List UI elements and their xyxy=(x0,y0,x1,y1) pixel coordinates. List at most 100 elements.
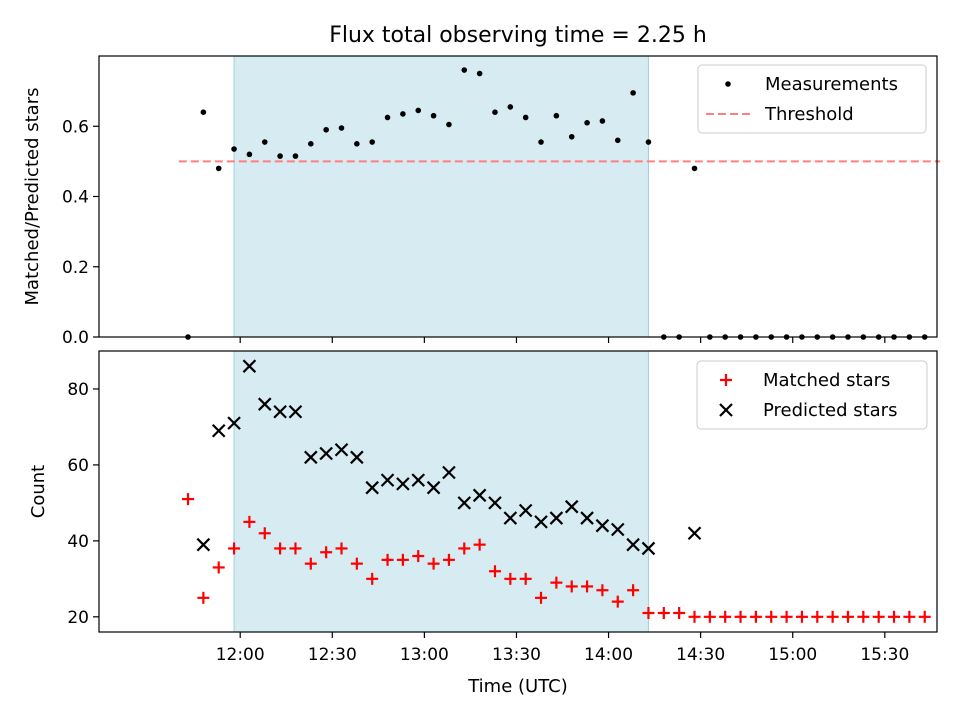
matched-star-point xyxy=(611,595,624,608)
x-tick-label: 15:00 xyxy=(768,645,817,665)
matched-star-point xyxy=(535,591,548,604)
matched-star-point xyxy=(872,610,885,623)
matched-star-point xyxy=(581,580,594,593)
matched-star-point xyxy=(903,610,916,623)
matched-star-point xyxy=(442,553,455,566)
matched-star-point xyxy=(688,610,701,623)
measurement-point xyxy=(538,139,544,145)
matched-star-point xyxy=(366,572,379,585)
predicted-star-point xyxy=(426,480,441,495)
predicted-star-point xyxy=(549,511,564,525)
measurement-point xyxy=(568,133,575,140)
predicted-star-point xyxy=(518,503,533,518)
predicted-star-point xyxy=(334,442,349,457)
measurement-point xyxy=(354,141,360,147)
matched-star-point xyxy=(657,607,670,620)
matched-star-point xyxy=(381,553,394,566)
top-y-tick-label: 0.2 xyxy=(62,258,89,278)
bottom-y-tick-label: 60 xyxy=(67,456,89,476)
bottom-axes-frame xyxy=(98,350,938,633)
matched-star-point xyxy=(918,610,931,623)
matched-star-point xyxy=(780,610,793,623)
matched-star-point xyxy=(565,580,578,593)
top-shaded-interval xyxy=(233,55,649,338)
predicted-star-point xyxy=(211,423,226,438)
measurement-point xyxy=(461,67,468,73)
predicted-star-point xyxy=(288,404,303,419)
matched-star-point xyxy=(304,557,317,570)
top-y-ticks: 0.0 0.2 0.4 0.6 xyxy=(62,117,99,348)
legend-predicted-label: Predicted stars xyxy=(763,400,897,421)
matched-star-point xyxy=(274,542,287,555)
x-tick-label: 12:00 xyxy=(216,645,265,665)
bottom-y-ticks: 20 40 60 80 xyxy=(67,380,99,628)
matched-star-point xyxy=(212,561,225,574)
matched-star-point xyxy=(412,550,425,563)
measurement-point xyxy=(215,165,222,172)
bottom-shaded-interval xyxy=(233,350,649,633)
matched-star-point xyxy=(550,576,563,589)
predicted-star-point xyxy=(488,496,502,510)
measurement-point xyxy=(292,153,299,159)
matched-star-point xyxy=(596,584,609,597)
top-panel: 0.0 0.2 0.4 0.6 Matched/Predicted stars Mea… xyxy=(22,55,941,348)
matched-star-point xyxy=(795,610,808,623)
predicted-star-point xyxy=(273,404,287,419)
bottom-x-ticks: 12:00 12:30 13:00 13:30 14:00 14:30 15:00 15:30 xyxy=(216,632,909,665)
matched-star-point xyxy=(627,584,640,597)
matched-star-point xyxy=(258,527,271,540)
matched-star-point xyxy=(519,572,532,585)
matched-star-point xyxy=(826,610,839,623)
matched-star-point xyxy=(320,546,333,559)
predicted-star-point xyxy=(503,511,518,525)
matched-star-point xyxy=(427,557,440,570)
measurement-point xyxy=(338,125,345,131)
matched-star-point xyxy=(488,565,501,578)
matched-star-point xyxy=(888,610,901,623)
matched-star-point xyxy=(228,542,241,555)
legend-threshold-label: Threshold xyxy=(764,104,854,125)
predicted-star-point xyxy=(595,518,610,533)
predicted-star-point xyxy=(580,511,594,525)
measurement-point xyxy=(308,141,314,147)
predicted-star-point xyxy=(242,359,257,373)
legend-predicted-marker xyxy=(719,403,733,417)
x-tick-label: 14:30 xyxy=(676,645,725,665)
predicted-star-point xyxy=(687,526,702,541)
x-axis-label: Time (UTC) xyxy=(467,676,568,697)
measurement-point xyxy=(261,139,268,145)
matched-star-point xyxy=(811,610,824,623)
bottom-y-tick-label: 20 xyxy=(67,608,89,628)
top-y-tick-label: 0.0 xyxy=(62,328,89,348)
matched-star-point xyxy=(734,610,747,623)
measurement-point xyxy=(430,112,437,119)
predicted-star-point xyxy=(257,397,272,411)
legend-measurements-marker xyxy=(725,81,731,87)
x-tick-label: 12:30 xyxy=(308,645,357,665)
measurement-point xyxy=(400,111,406,117)
x-tick-label: 13:30 xyxy=(492,645,541,665)
matched-star-point xyxy=(504,572,517,585)
measurement-point xyxy=(553,112,560,119)
matched-star-point xyxy=(197,591,210,604)
measurement-point xyxy=(231,146,237,152)
matched-star-point xyxy=(673,607,686,620)
matched-star-point xyxy=(458,542,471,555)
legend-matched-marker xyxy=(720,374,732,386)
top-x-ticks xyxy=(239,337,886,343)
measurement-point xyxy=(691,165,698,172)
matched-star-point xyxy=(289,542,302,555)
measurement-point xyxy=(507,104,514,110)
measurement-point xyxy=(630,90,636,96)
legend-matched-label: Matched stars xyxy=(763,370,890,391)
predicted-star-point xyxy=(534,515,548,529)
predicted-star-point xyxy=(227,416,241,430)
matched-star-point xyxy=(765,610,778,623)
measurement-point xyxy=(584,119,590,126)
measurement-point xyxy=(614,137,621,144)
matched-star-point xyxy=(703,610,716,623)
predicted-star-point xyxy=(196,537,211,552)
top-y-tick-label: 0.6 xyxy=(62,117,89,137)
measurement-point xyxy=(323,126,329,133)
